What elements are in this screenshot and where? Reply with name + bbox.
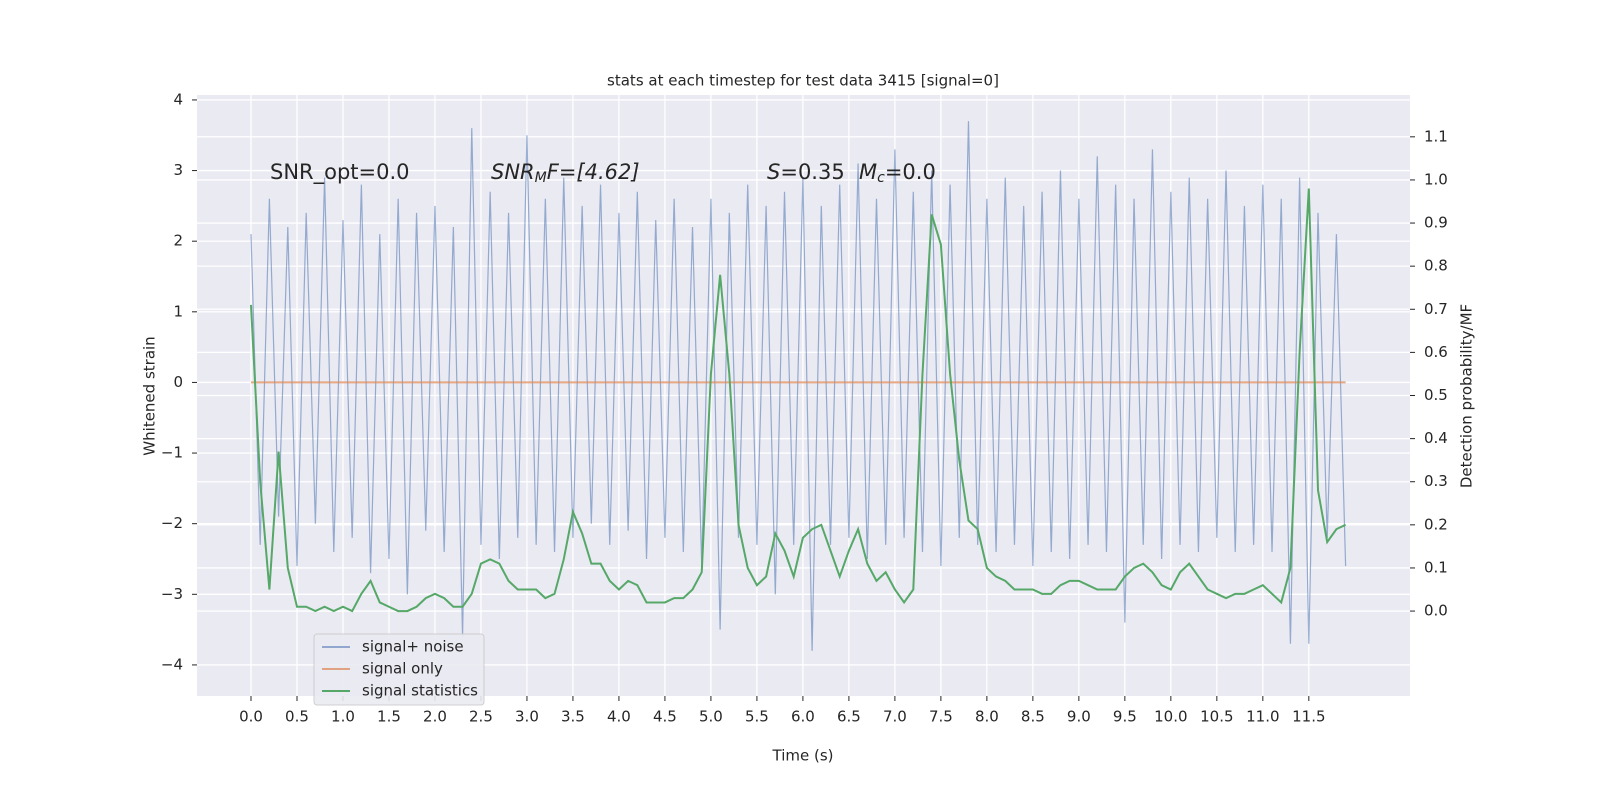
annotation-part: =0.35 bbox=[780, 160, 844, 184]
x-tick-label: 3.5 bbox=[561, 708, 585, 726]
x-tick-label: 11.0 bbox=[1246, 708, 1279, 726]
x-tick-label: 0.5 bbox=[285, 708, 309, 726]
y-tick-label: −2 bbox=[161, 514, 183, 532]
x-tick-label: 7.0 bbox=[883, 708, 907, 726]
x-tick-label: 6.5 bbox=[837, 708, 861, 726]
annotation: S=0.35 bbox=[767, 160, 845, 184]
y-tick-label: 0 bbox=[173, 373, 183, 391]
y2-tick-label: 0.1 bbox=[1424, 558, 1448, 576]
y2-tick-label: 0.6 bbox=[1424, 343, 1448, 361]
y-axis-label: Whitened strain bbox=[141, 336, 159, 455]
annotation-part: S bbox=[767, 160, 780, 184]
series-line bbox=[249, 188, 1347, 613]
annotation-part: SNR bbox=[491, 160, 535, 184]
y2-tick-label: 0.7 bbox=[1424, 300, 1448, 318]
x-tick-label: 0.0 bbox=[239, 708, 263, 726]
annotation-part: F=[4.62] bbox=[547, 160, 640, 184]
x-tick-label: 9.5 bbox=[1113, 708, 1137, 726]
y2-tick-label: 1.0 bbox=[1424, 170, 1448, 188]
y-tick-label: 4 bbox=[173, 90, 183, 108]
y2-tick-label: 0.4 bbox=[1424, 429, 1448, 447]
x-tick-label: 2.5 bbox=[469, 708, 493, 726]
x-tick-label: 8.5 bbox=[1021, 708, 1045, 726]
y2-tick-label: 0.9 bbox=[1424, 214, 1448, 232]
x-tick-label: 8.0 bbox=[975, 708, 999, 726]
series-line bbox=[250, 121, 1347, 651]
annotation: SNR_opt=0.0 bbox=[270, 160, 410, 185]
x-tick-label: 4.5 bbox=[653, 708, 677, 726]
legend-label: signal only bbox=[362, 660, 443, 678]
x-tick-label: 2.0 bbox=[423, 708, 447, 726]
x-tick-label: 3.0 bbox=[515, 708, 539, 726]
x-tick-label: 1.5 bbox=[377, 708, 401, 726]
x-tick-label: 7.5 bbox=[929, 708, 953, 726]
x-tick-label: 1.0 bbox=[331, 708, 355, 726]
legend-box bbox=[313, 633, 485, 706]
annotation-part: M bbox=[859, 160, 877, 184]
y2-tick-label: 1.1 bbox=[1424, 127, 1448, 145]
x-tick-label: 10.5 bbox=[1200, 708, 1233, 726]
x-tick-label: 11.5 bbox=[1292, 708, 1325, 726]
x-tick-label: 5.5 bbox=[745, 708, 769, 726]
annotation-part: =0.0 bbox=[885, 160, 936, 184]
y-tick-label: −3 bbox=[161, 585, 183, 603]
x-tick-label: 5.0 bbox=[699, 708, 723, 726]
y2-axis-label: Detection probability/MF bbox=[1458, 304, 1476, 488]
x-tick-label: 10.0 bbox=[1154, 708, 1187, 726]
annotation-part: M bbox=[535, 170, 547, 186]
annotation: Mc=0.0 bbox=[859, 160, 936, 186]
chart-title: stats at each timestep for test data 341… bbox=[607, 72, 999, 90]
annotation-part: c bbox=[877, 170, 885, 186]
legend-label: signal statistics bbox=[362, 682, 478, 700]
annotation: SNRMF=[4.62] bbox=[491, 160, 640, 186]
y2-tick-label: 0.3 bbox=[1424, 472, 1448, 490]
y-tick-label: −4 bbox=[161, 655, 183, 673]
legend-label: signal+ noise bbox=[362, 638, 464, 656]
x-tick-label: 6.0 bbox=[791, 708, 815, 726]
x-tick-label: 4.0 bbox=[607, 708, 631, 726]
annotation-part: SNR_opt=0.0 bbox=[270, 160, 410, 185]
y-tick-label: 1 bbox=[173, 302, 183, 320]
y-tick-label: 3 bbox=[173, 161, 183, 179]
x-axis-label: Time (s) bbox=[772, 747, 834, 765]
y2-tick-label: 0.2 bbox=[1424, 515, 1448, 533]
y2-tick-label: 0.5 bbox=[1424, 386, 1448, 404]
y2-tick-label: 0.8 bbox=[1424, 257, 1448, 275]
y-tick-label: −1 bbox=[161, 444, 183, 462]
y2-tick-label: 0.0 bbox=[1424, 602, 1448, 620]
x-tick-label: 9.0 bbox=[1067, 708, 1091, 726]
y-tick-label: 2 bbox=[173, 232, 183, 250]
